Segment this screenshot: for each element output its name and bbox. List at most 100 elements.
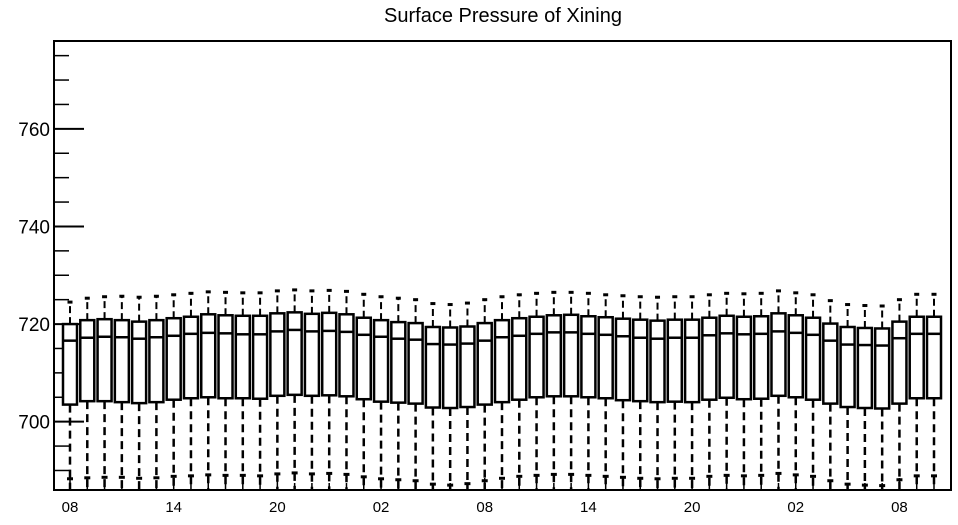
box bbox=[251, 314, 269, 400]
chart-title: Surface Pressure of Xining bbox=[384, 5, 622, 27]
box-plot bbox=[528, 291, 545, 490]
box bbox=[217, 314, 234, 400]
x-tick-label: 20 bbox=[269, 499, 286, 516]
box-plot bbox=[908, 292, 925, 490]
box bbox=[511, 316, 528, 401]
box bbox=[770, 312, 787, 398]
box bbox=[130, 320, 148, 405]
box bbox=[96, 317, 113, 403]
box-plot bbox=[822, 299, 839, 490]
box bbox=[562, 313, 580, 398]
x-tick-label: 14 bbox=[165, 499, 182, 516]
x-tick-label: 02 bbox=[373, 499, 390, 516]
box-plot bbox=[182, 291, 200, 490]
box-plot bbox=[493, 295, 511, 490]
box bbox=[787, 314, 805, 399]
box-plot bbox=[856, 304, 874, 490]
box bbox=[459, 325, 476, 409]
box bbox=[148, 318, 165, 404]
box-plot bbox=[666, 295, 684, 490]
box bbox=[355, 316, 373, 401]
box bbox=[61, 322, 79, 406]
box bbox=[545, 314, 563, 398]
y-tick-label: 760 bbox=[18, 120, 50, 141]
box-plot bbox=[424, 302, 442, 490]
box-plot bbox=[649, 295, 666, 490]
x-tick-label: 08 bbox=[891, 499, 908, 516]
box bbox=[804, 316, 822, 401]
box-plot bbox=[787, 291, 805, 490]
x-tick-label: 14 bbox=[580, 499, 597, 516]
box-plot bbox=[562, 290, 580, 490]
box bbox=[873, 327, 891, 410]
box bbox=[701, 316, 718, 401]
box-plot bbox=[459, 301, 476, 490]
box-plot bbox=[79, 296, 96, 490]
box bbox=[372, 318, 390, 403]
box bbox=[303, 312, 321, 398]
box bbox=[614, 317, 632, 402]
box-plot bbox=[372, 295, 390, 490]
box bbox=[390, 320, 407, 404]
box-plot bbox=[355, 292, 373, 490]
box bbox=[476, 321, 493, 406]
box-plot bbox=[130, 295, 148, 490]
box bbox=[631, 318, 649, 403]
box-plot bbox=[597, 293, 614, 490]
box bbox=[891, 320, 908, 405]
box-plot bbox=[148, 294, 165, 490]
box bbox=[199, 313, 217, 399]
box-plot bbox=[873, 304, 891, 490]
box bbox=[666, 318, 684, 403]
box-plot bbox=[752, 291, 770, 490]
box-plot bbox=[511, 293, 528, 490]
box-plot bbox=[770, 289, 787, 490]
box-plot bbox=[61, 300, 79, 490]
y-tick-label: 720 bbox=[18, 315, 50, 336]
box-plot bbox=[113, 294, 131, 490]
box-plot bbox=[614, 294, 632, 490]
box bbox=[597, 315, 614, 400]
box bbox=[580, 315, 597, 399]
box bbox=[338, 313, 355, 398]
box bbox=[718, 314, 735, 400]
y-axis: 700 720 740 760 bbox=[18, 54, 84, 472]
box-plot bbox=[217, 290, 234, 490]
box bbox=[320, 311, 338, 397]
y-tick-label: 740 bbox=[18, 217, 50, 238]
box bbox=[683, 318, 701, 404]
box bbox=[407, 321, 424, 405]
box-plot bbox=[269, 289, 286, 490]
box bbox=[182, 315, 200, 400]
box bbox=[822, 322, 839, 405]
y-tick-label: 700 bbox=[18, 413, 50, 434]
box-plot bbox=[545, 290, 563, 490]
box-plot bbox=[683, 295, 701, 490]
box bbox=[234, 314, 252, 400]
box bbox=[165, 316, 182, 401]
box-plot bbox=[631, 295, 649, 490]
box bbox=[528, 315, 545, 399]
box bbox=[908, 315, 925, 400]
box-plot bbox=[891, 298, 908, 490]
box bbox=[752, 315, 770, 400]
x-axis: 08 14 20 02 08 14 20 02 08 bbox=[62, 478, 935, 516]
box-plot bbox=[701, 293, 718, 490]
box-plot bbox=[580, 291, 597, 490]
box-plot bbox=[718, 291, 735, 490]
box-plot bbox=[735, 292, 753, 490]
box bbox=[649, 319, 666, 404]
box bbox=[493, 318, 511, 404]
box bbox=[925, 315, 943, 400]
box-plot bbox=[925, 292, 943, 490]
box bbox=[441, 326, 459, 410]
x-tick-label: 08 bbox=[476, 499, 493, 516]
box-plot bbox=[476, 298, 493, 490]
x-tick-label: 02 bbox=[787, 499, 804, 516]
box-plot bbox=[390, 296, 407, 490]
box bbox=[79, 318, 96, 403]
box-plot bbox=[338, 289, 355, 490]
box bbox=[113, 318, 131, 404]
